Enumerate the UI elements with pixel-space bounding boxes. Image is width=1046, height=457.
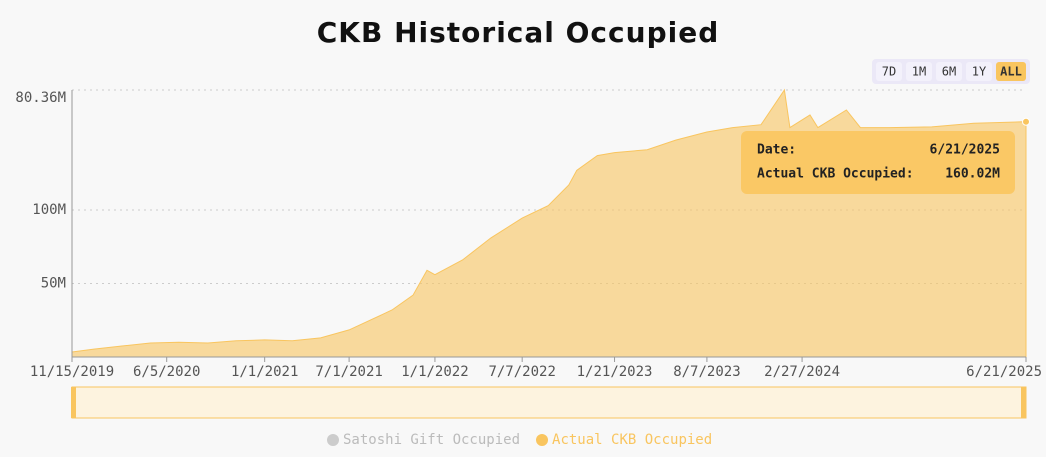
tooltip-label: Date: <box>757 143 796 158</box>
legend-marker[interactable] <box>536 434 549 446</box>
range-button-label[interactable]: ALL <box>1000 65 1022 79</box>
range-button-label[interactable]: 1Y <box>972 65 987 79</box>
slider-handle[interactable] <box>71 387 76 418</box>
tooltip-box <box>741 131 1015 194</box>
tooltip-value: 160.02M <box>945 167 1000 182</box>
area <box>71 88 1027 358</box>
x-tick-label: 7/1/2021 <box>315 364 382 380</box>
tooltip-value: 6/21/2025 <box>930 143 1000 158</box>
x-tick-label: 6/21/2025 <box>966 364 1042 380</box>
hover-point <box>1022 117 1030 126</box>
tooltip-label: Actual CKB Occupied: <box>757 167 914 182</box>
y-tick-label: 80.36M <box>15 90 66 106</box>
legend-marker[interactable] <box>327 434 339 446</box>
x-tick-label: 1/1/2021 <box>231 364 298 380</box>
range-button[interactable] <box>996 62 1026 81</box>
x-tick-label: 1/21/2023 <box>577 364 653 380</box>
y-tick-label: 100M <box>32 202 66 218</box>
x-tick-label: 8/7/2023 <box>673 364 740 380</box>
x-tick-label: 11/15/2019 <box>30 364 114 380</box>
range-button-label[interactable]: 1M <box>912 65 926 79</box>
range-button-label[interactable]: 6M <box>942 65 956 79</box>
x-tick-label: 7/7/2022 <box>488 364 555 380</box>
range-button[interactable] <box>936 62 962 81</box>
x-tick-label: 6/5/2020 <box>133 364 200 380</box>
slider-handle[interactable] <box>1021 387 1026 418</box>
range-slider[interactable] <box>71 386 1027 419</box>
y-tick-label: 50M <box>41 275 66 291</box>
legend-label[interactable]: Satoshi Gift Occupied <box>343 432 520 448</box>
range-button[interactable] <box>876 62 902 81</box>
chart-title: CKB Historical Occupied <box>317 16 720 49</box>
range-button-label[interactable]: 7D <box>882 65 896 79</box>
legend-label[interactable]: Actual CKB Occupied <box>552 432 712 448</box>
x-tick-label: 1/1/2022 <box>401 364 468 380</box>
range-button[interactable] <box>966 62 992 81</box>
range-button[interactable] <box>906 62 932 81</box>
x-tick-label: 2/27/2024 <box>764 364 840 380</box>
